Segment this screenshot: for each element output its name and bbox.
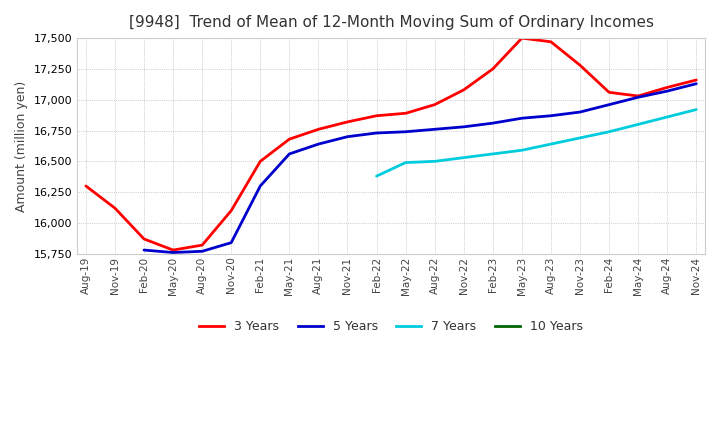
Y-axis label: Amount (million yen): Amount (million yen) [15, 81, 28, 212]
3 Years [314, 127, 323, 132]
5 Years [605, 102, 613, 107]
3 Years [256, 159, 265, 164]
3 Years [431, 102, 439, 107]
3 Years [111, 205, 120, 211]
5 Years [459, 124, 468, 129]
7 Years [546, 141, 555, 147]
5 Years [431, 127, 439, 132]
5 Years [140, 247, 148, 253]
3 Years [663, 85, 672, 90]
3 Years [576, 62, 585, 68]
3 Years [227, 208, 235, 213]
5 Years [634, 95, 642, 100]
5 Years [692, 81, 701, 86]
5 Years [314, 141, 323, 147]
5 Years [488, 121, 497, 126]
3 Years [198, 242, 207, 248]
5 Years [227, 240, 235, 246]
7 Years [605, 129, 613, 134]
3 Years [343, 119, 352, 125]
3 Years [81, 183, 90, 189]
5 Years [168, 250, 177, 255]
3 Years [518, 36, 526, 41]
5 Years [372, 130, 381, 136]
7 Years [692, 107, 701, 112]
3 Years [605, 90, 613, 95]
5 Years [518, 116, 526, 121]
3 Years [401, 110, 410, 116]
3 Years [285, 136, 294, 142]
7 Years [431, 159, 439, 164]
3 Years [372, 113, 381, 118]
3 Years [140, 236, 148, 242]
7 Years [488, 151, 497, 157]
7 Years [663, 114, 672, 120]
Line: 3 Years: 3 Years [86, 38, 696, 250]
7 Years [576, 135, 585, 140]
5 Years [663, 88, 672, 94]
3 Years [634, 93, 642, 99]
5 Years [198, 249, 207, 254]
3 Years [459, 87, 468, 92]
7 Years [518, 147, 526, 153]
Title: [9948]  Trend of Mean of 12-Month Moving Sum of Ordinary Incomes: [9948] Trend of Mean of 12-Month Moving … [129, 15, 654, 30]
5 Years [546, 113, 555, 118]
5 Years [401, 129, 410, 134]
5 Years [576, 110, 585, 115]
3 Years [488, 66, 497, 72]
3 Years [168, 247, 177, 253]
3 Years [692, 77, 701, 83]
7 Years [459, 155, 468, 160]
7 Years [372, 173, 381, 179]
Legend: 3 Years, 5 Years, 7 Years, 10 Years: 3 Years, 5 Years, 7 Years, 10 Years [194, 315, 588, 338]
3 Years [546, 39, 555, 44]
5 Years [285, 151, 294, 157]
7 Years [401, 160, 410, 165]
5 Years [256, 183, 265, 189]
Line: 7 Years: 7 Years [377, 110, 696, 176]
Line: 5 Years: 5 Years [144, 84, 696, 253]
5 Years [343, 134, 352, 139]
7 Years [634, 122, 642, 127]
